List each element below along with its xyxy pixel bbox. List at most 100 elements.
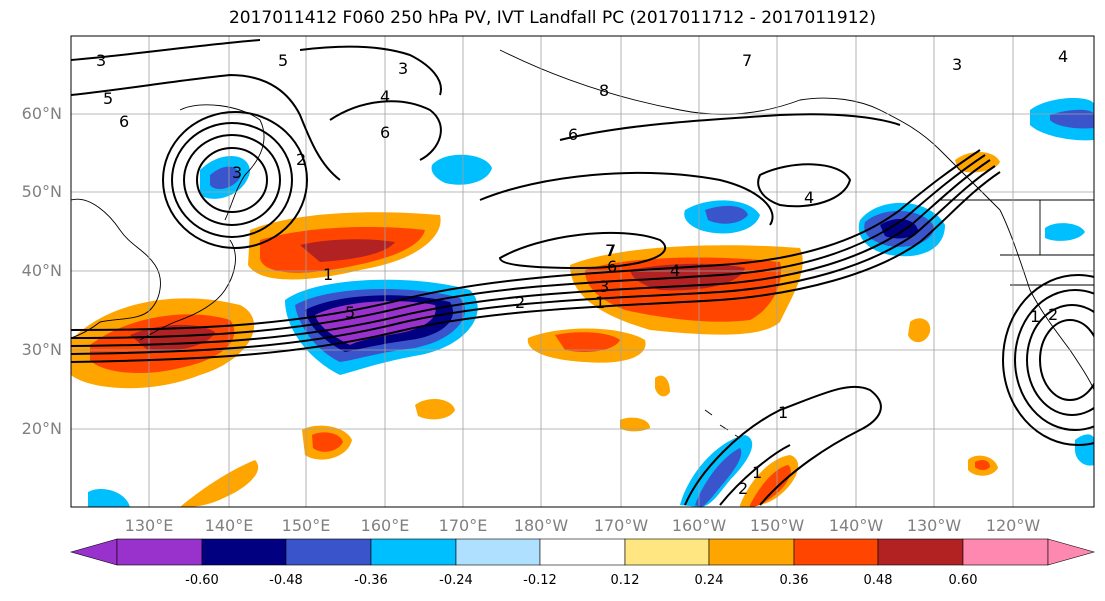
contour-label: 2	[1048, 305, 1058, 324]
colorbar-bin	[962, 538, 1049, 566]
lon-label: 150°E	[281, 516, 331, 535]
lon-label: 150°W	[749, 516, 805, 535]
contour-east-1	[1039, 319, 1094, 401]
contour-north-4	[329, 100, 442, 161]
contour-jet-3	[71, 159, 991, 347]
lon-label: 140°W	[828, 516, 884, 535]
lat-label: 50°N	[21, 182, 62, 201]
contour-label: 5	[103, 89, 113, 108]
coast-states	[1000, 200, 1094, 286]
contour-cyclone-3	[171, 122, 293, 238]
map-title: 2017011412 F060 250 hPa PV, IVT Landfall…	[228, 8, 876, 28]
lon-label: 130°W	[906, 516, 962, 535]
ivt-contours	[71, 39, 1094, 506]
coast-hawaii	[704, 409, 741, 439]
contour-labels: 3 5 6 5 3 2 4 6 7 6 4 1 3 2 1 7 8 6 3 4 …	[96, 47, 1068, 498]
fill-positive-subtropical-inner	[750, 465, 791, 507]
contour-label: 7	[605, 241, 615, 260]
contour-cyclone-4	[162, 111, 308, 249]
contour-jet-1	[71, 149, 981, 331]
contour-label: 4	[1058, 47, 1068, 66]
colorbar-bin	[455, 538, 541, 566]
fill-positive-small-c-inner	[312, 432, 343, 452]
contour-label: 1	[1030, 307, 1040, 326]
colorbar-bin	[285, 538, 372, 566]
colorbar-tick-label: -0.36	[354, 573, 388, 588]
colorbar-extend-low	[69, 538, 118, 566]
lat-label: 60°N	[21, 104, 62, 123]
colorbar-tick-label: 0.36	[779, 573, 809, 588]
contour-mid-1	[498, 231, 667, 270]
contour-label: 2	[296, 150, 306, 169]
pv-anomaly-fills	[71, 98, 1094, 507]
fill-negative-subtropical-inner	[695, 448, 742, 507]
colorbar-bin	[877, 538, 964, 566]
lat-label: 40°N	[21, 261, 62, 280]
fill-positive-far-se	[1075, 434, 1094, 466]
contour-label: 3	[952, 55, 962, 74]
lon-label: 170°E	[438, 516, 488, 535]
contour-label: 6	[380, 123, 390, 142]
contour-subtropical-1	[684, 385, 882, 506]
lon-label: 140°E	[204, 516, 254, 535]
contour-label: 6	[119, 112, 129, 131]
colorbar-tick-label: -0.12	[523, 573, 557, 588]
contour-north-2	[71, 73, 341, 181]
colorbar-bin	[539, 538, 626, 566]
contour-label: 5	[278, 51, 288, 70]
colorbar-bin	[116, 538, 203, 566]
fill-negative-mid-inner	[705, 205, 748, 224]
fill-negative-west-coast	[1045, 223, 1085, 241]
coast-kamchatka	[179, 104, 265, 221]
contour-label: 3	[232, 163, 242, 182]
fill-positive-small-a	[908, 318, 931, 343]
contour-label: 1	[778, 403, 788, 422]
fill-positive-small-inner	[555, 332, 620, 352]
colorbar-bin	[370, 538, 457, 566]
contour-label: 5	[345, 303, 355, 322]
lon-label: 130°E	[124, 516, 174, 535]
contour-cyclone-1	[196, 147, 268, 213]
colorbar-tick-label: -0.48	[269, 573, 303, 588]
fill-negative-small-north	[431, 154, 492, 185]
contour-mid-2	[479, 171, 774, 226]
contour-label: 2	[515, 293, 525, 312]
coast-northamerica	[999, 209, 1094, 391]
contour-label: 8	[599, 81, 609, 100]
colorbar-bin	[708, 538, 795, 566]
contour-cyclone-2	[183, 134, 281, 226]
contour-north-3	[299, 45, 442, 96]
contour-north-1	[71, 39, 261, 61]
map-frame	[70, 35, 1095, 508]
coastlines	[71, 49, 1094, 439]
colorbar-tick-label: 0.60	[948, 573, 978, 588]
coast-asia	[71, 198, 161, 339]
contour-jet-4	[71, 165, 996, 355]
fill-positive-sw	[180, 460, 259, 507]
contour-label: 3	[398, 59, 408, 78]
contour-label: 3	[599, 277, 609, 296]
contour-label: 4	[380, 87, 390, 106]
lat-label: 20°N	[21, 419, 62, 438]
contour-label: 1	[595, 293, 605, 312]
contour-jet-2	[71, 154, 986, 339]
colorbar-tick-label: 0.48	[863, 573, 893, 588]
fill-positive-small-e	[620, 417, 650, 432]
contour-label: 4	[804, 188, 814, 207]
fill-positive-north-core	[300, 239, 395, 262]
colorbar-tick-label: -0.24	[439, 573, 473, 588]
fill-positive-small-b	[415, 398, 455, 420]
fill-negative-north-inner	[210, 166, 240, 190]
colorbar-bin	[793, 538, 879, 566]
contour-label: 4	[670, 261, 680, 280]
colorbar-tick-label: -0.60	[185, 573, 219, 588]
contour-east-3	[1014, 289, 1094, 431]
coast-japan	[139, 239, 236, 341]
lon-label: 170°W	[593, 516, 649, 535]
contour-label: 1	[752, 463, 762, 482]
colorbar-bin	[624, 538, 710, 566]
lon-label: 160°W	[671, 516, 727, 535]
coast-alaska	[499, 49, 1001, 211]
colorbar-bin	[201, 538, 287, 566]
lon-label: 160°E	[360, 516, 410, 535]
